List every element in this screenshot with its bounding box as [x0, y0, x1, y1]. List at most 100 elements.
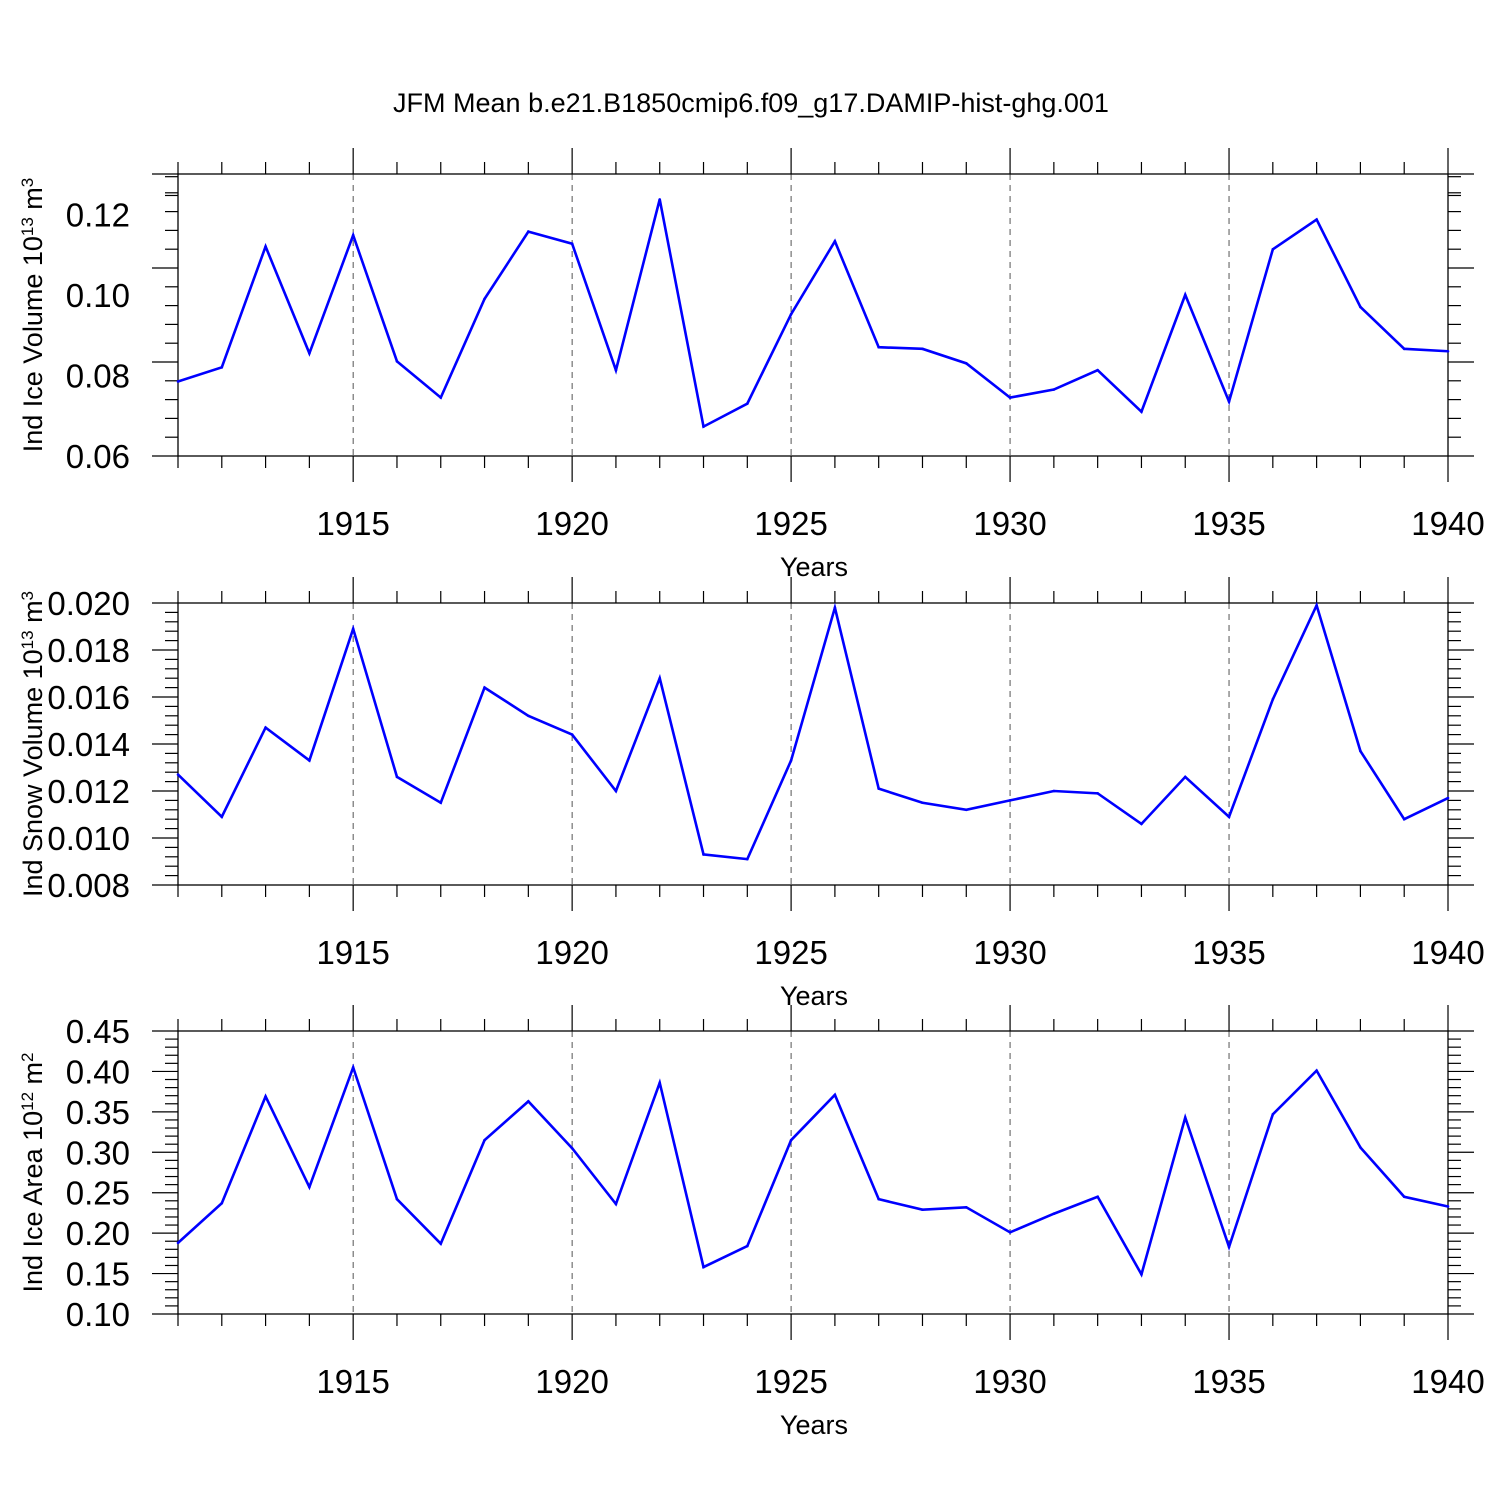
data-point — [1052, 789, 1056, 793]
data-point — [351, 1066, 355, 1069]
data-point — [570, 733, 574, 736]
data-point — [483, 297, 486, 301]
data-point — [483, 686, 486, 689]
y-tick-label: 0.30 — [66, 1134, 130, 1171]
data-point — [220, 815, 224, 819]
data-point — [921, 1208, 924, 1211]
data-point — [877, 345, 880, 349]
data-point — [1140, 822, 1143, 826]
x-tick-label: 1930 — [973, 505, 1046, 542]
y-axis-label-part: 2 — [18, 1052, 37, 1061]
data-point — [1183, 775, 1187, 779]
y-axis-label: Ind Ice Area 1012 m2 — [18, 1052, 48, 1292]
y-tick-label: 0.10 — [66, 1296, 130, 1333]
data-point — [1315, 1069, 1318, 1072]
series-line — [177, 601, 1449, 861]
data-point — [527, 230, 530, 233]
data-point — [746, 402, 749, 405]
data-point — [220, 1201, 224, 1205]
y-tick-label: 0.10 — [66, 277, 130, 314]
data-point — [1402, 1195, 1406, 1199]
data-point — [1096, 792, 1099, 795]
panels: 0.06 0.08 0.10 0.12 1915 1920 1925 1930 1935 1940… — [18, 148, 1485, 1440]
y-tick-label: 0.40 — [66, 1053, 130, 1090]
x-tick-label: 1935 — [1192, 505, 1265, 542]
data-point — [570, 242, 574, 245]
y-axis-label-part: m — [18, 600, 48, 630]
x-tick-label: 1920 — [535, 1363, 608, 1400]
data-point — [1140, 410, 1143, 413]
data-point — [264, 245, 267, 248]
data-point — [264, 1095, 267, 1098]
data-point — [614, 1202, 618, 1206]
data-point — [1008, 1231, 1012, 1234]
data-point — [1096, 368, 1099, 372]
data-point — [439, 801, 443, 805]
y-tick-label: 0.20 — [66, 1215, 130, 1252]
data-point — [1140, 1273, 1143, 1276]
x-axis-label: Years — [780, 1410, 848, 1440]
data-point — [877, 787, 880, 790]
data-point — [483, 1138, 486, 1142]
data-point — [702, 853, 705, 856]
data-point — [1446, 796, 1450, 800]
y-tick-label: 0.45 — [66, 1013, 130, 1050]
y-tick-label: 0.08 — [66, 357, 130, 394]
data-point — [789, 759, 793, 762]
data-point — [1315, 604, 1318, 607]
data-point — [176, 380, 180, 383]
y-axis-label-part: 3 — [18, 178, 37, 187]
data-point — [1183, 293, 1187, 297]
data-point — [1359, 305, 1362, 309]
x-tick-label: 1940 — [1411, 1363, 1484, 1400]
data-point — [1446, 349, 1450, 353]
data-point — [1271, 248, 1275, 251]
data-point — [658, 676, 662, 680]
x-tick-label: 1920 — [535, 934, 608, 971]
data-point — [527, 714, 530, 718]
y-tick-label: 0.25 — [66, 1175, 130, 1212]
data-point — [1008, 396, 1012, 399]
x-axis-label: Years — [780, 981, 848, 1011]
y-tick-label: 0.018 — [47, 632, 130, 669]
data-point — [1052, 388, 1056, 391]
y-tick-label: 0.12 — [66, 196, 130, 233]
data-point — [395, 775, 399, 779]
y-axis-label-part: Ind Ice Volume 10 — [18, 236, 48, 452]
y-tick-label: 0.35 — [66, 1094, 130, 1131]
data-point — [1227, 1245, 1231, 1249]
y-tick-label: 0.020 — [47, 585, 130, 622]
y-tick-label: 0.010 — [47, 820, 130, 857]
y-axis-label-part: 13 — [18, 630, 37, 649]
data-point — [833, 606, 837, 609]
data-point — [1446, 1205, 1450, 1208]
data-point — [964, 1205, 968, 1209]
x-tick-label: 1925 — [754, 934, 827, 971]
x-tick-label: 1920 — [535, 505, 608, 542]
data-point — [527, 1100, 530, 1103]
data-point — [658, 1081, 662, 1085]
data-point — [702, 1265, 705, 1269]
y-axis-label-part: Ind Ice Area 10 — [18, 1111, 48, 1293]
x-tick-label: 1940 — [1411, 505, 1484, 542]
y-axis-label-part: m — [18, 187, 48, 217]
y-axis-label-part: 3 — [18, 591, 37, 600]
x-tick-label: 1935 — [1192, 1363, 1265, 1400]
data-point — [877, 1197, 880, 1201]
data-point — [1271, 698, 1275, 701]
data-point — [351, 627, 355, 631]
y-tick-label: 0.06 — [66, 438, 130, 475]
plot-frame — [177, 1030, 1449, 1315]
data-point — [702, 425, 705, 428]
x-tick-label: 1935 — [1192, 934, 1265, 971]
data-point — [746, 857, 749, 861]
data-point — [964, 808, 968, 812]
x-tick-label: 1915 — [316, 505, 389, 542]
data-point — [1359, 749, 1362, 753]
data-point — [746, 1244, 749, 1248]
y-tick-label: 0.012 — [47, 773, 130, 810]
y-axis-label: Ind Snow Volume 1013 m3 — [18, 591, 48, 897]
panel-3: 0.100.15 0.200.25 0.300.35 0.400.45 1915 1920… — [18, 1005, 1485, 1440]
y-tick-label: 0.008 — [47, 867, 130, 904]
data-point — [1227, 815, 1231, 819]
